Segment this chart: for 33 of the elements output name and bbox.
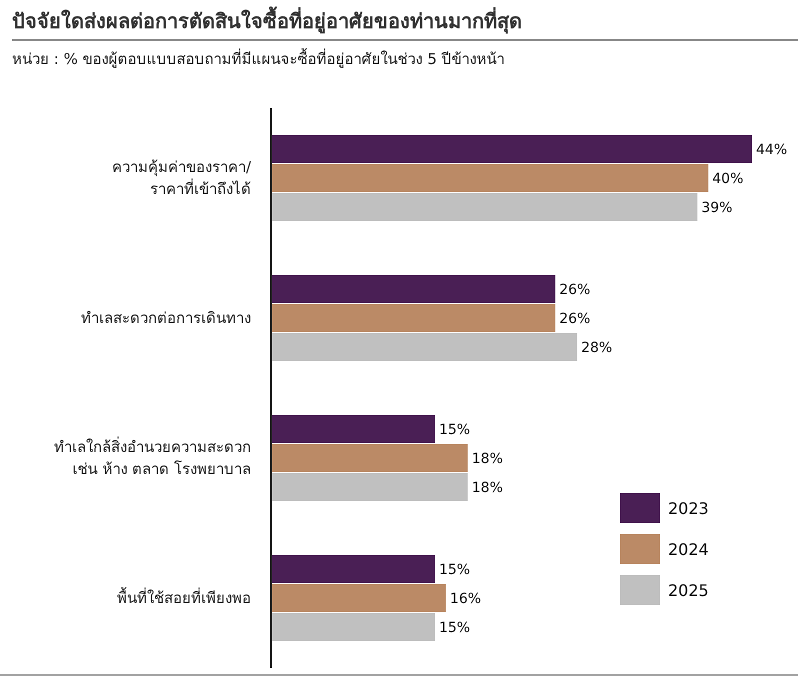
data-label: 15% bbox=[438, 620, 470, 636]
bar bbox=[271, 333, 578, 361]
y-tick-label: ทำเลสะดวกต่อการเดินทาง bbox=[81, 309, 251, 327]
bar bbox=[271, 584, 446, 612]
data-label: 16% bbox=[450, 591, 482, 607]
bar bbox=[271, 275, 556, 303]
bar bbox=[271, 415, 435, 443]
bar bbox=[271, 555, 435, 583]
bar bbox=[271, 444, 468, 472]
data-label: 39% bbox=[701, 200, 732, 216]
data-label: 15% bbox=[438, 422, 470, 438]
data-label: 18% bbox=[472, 480, 503, 496]
y-tick-label: ความคุ้มค่าของราคา/ ราคาที่เข้าถึงได้ bbox=[112, 158, 252, 198]
bar bbox=[271, 164, 708, 192]
bar bbox=[271, 135, 752, 163]
data-label: 28% bbox=[581, 340, 612, 356]
legend-label: 2025 bbox=[668, 581, 709, 600]
data-label: 40% bbox=[712, 171, 744, 187]
data-label: 15% bbox=[438, 562, 470, 578]
bar bbox=[271, 193, 698, 221]
bar bbox=[271, 473, 468, 501]
legend-label: 2024 bbox=[668, 540, 709, 559]
bar bbox=[271, 613, 435, 641]
data-label: 18% bbox=[472, 451, 503, 467]
data-label: 44% bbox=[756, 142, 788, 158]
y-tick-label: ทำเลใกล้สิ่งอำนวยความสะดวก เช่น ห้าง ตลาด โรงพยาบาล bbox=[54, 436, 251, 478]
bar bbox=[271, 304, 556, 332]
data-label: 26% bbox=[559, 311, 590, 327]
legend-label: 2023 bbox=[668, 499, 709, 518]
y-tick-label: พื้นที่ใช้สอยที่เพียงพอ bbox=[117, 587, 251, 607]
chart-subtitle: หน่วย : % ของผู้ตอบแบบสอบถามที่มีแผนจะซื้อที่อยู่อาศัยในช่วง 5 ปีข้างหน้า bbox=[12, 48, 505, 68]
data-label: 26% bbox=[559, 282, 590, 298]
chart-title: ปัจจัยใดส่งผลต่อการตัดสินใจซื้อที่อยู่อาศัยของท่านมากที่สุด bbox=[12, 6, 522, 35]
